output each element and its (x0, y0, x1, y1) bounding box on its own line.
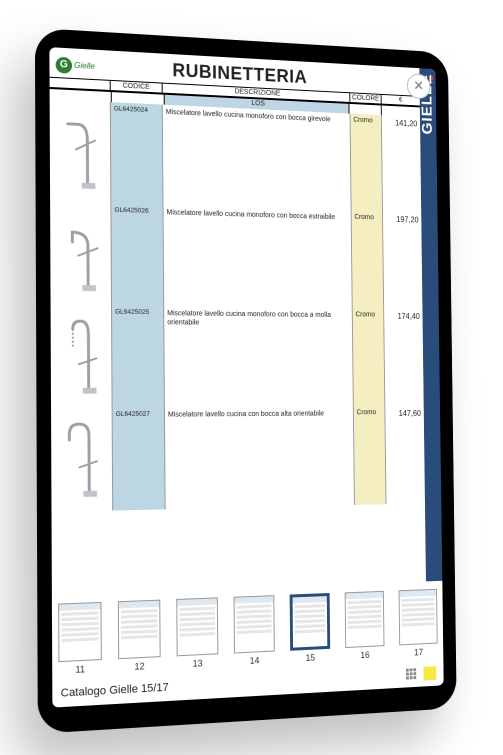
thumbnail-page[interactable] (58, 601, 102, 661)
table-row: GL6425026Miscelatore lavello cucina mono… (50, 201, 422, 309)
thumbnail[interactable]: 12 (117, 599, 160, 672)
product-desc: Miscelatore lavello cucina monoforo con … (164, 306, 354, 407)
product-price: 174,40 (384, 308, 424, 405)
thumbnail-page[interactable] (344, 590, 384, 647)
thumbnail-page[interactable] (117, 599, 160, 659)
product-code: GL6425026 (111, 203, 164, 306)
product-color: Cromo (350, 113, 382, 211)
thumbnail[interactable]: 11 (58, 601, 102, 675)
thumbnail-label: 13 (192, 658, 202, 669)
table-row: GL6425027Miscelatore lavello cucina con … (51, 406, 425, 512)
product-price: 197,20 (382, 211, 422, 309)
thumbnail-label: 17 (414, 647, 423, 657)
tablet-frame: ✕ G Gielle RUBINETTERIA CODICE D (34, 27, 456, 733)
logo-text: Gielle (74, 60, 95, 70)
thumbnail-label: 11 (75, 663, 85, 674)
product-color: Cromo (351, 210, 384, 308)
product-code: GL6425024 (110, 102, 163, 205)
product-desc: Miscelatore lavello cucina monoforo con … (162, 104, 351, 210)
product-desc: Miscelatore lavello cucina con bocca alt… (164, 406, 354, 509)
thumbnail-page[interactable] (176, 597, 218, 656)
thumbnail[interactable]: 15 (289, 592, 330, 663)
thumbnail-label: 12 (134, 661, 144, 672)
thumbnail-page[interactable] (289, 592, 330, 650)
thumbnail-label: 15 (305, 652, 315, 663)
thumbnail[interactable]: 13 (176, 597, 218, 669)
th-code: CODICE (110, 80, 162, 92)
thumbnail[interactable]: 14 (233, 595, 274, 667)
product-color: Cromo (352, 308, 385, 406)
product-image (49, 99, 111, 203)
brand-logo: G Gielle (55, 54, 98, 77)
product-price: 141,20 (381, 115, 420, 213)
thumbnail[interactable]: 16 (344, 590, 384, 660)
table-row: GL6425025Miscelatore lavello cucina mono… (50, 304, 423, 407)
table-row: GL6425024Miscelatore lavello cucina mono… (49, 99, 421, 213)
thumbnail-page[interactable] (398, 588, 437, 645)
th-image (49, 77, 110, 89)
product-image (50, 304, 112, 407)
product-price: 147,60 (385, 406, 425, 504)
product-image (51, 407, 113, 511)
bookmark-icon[interactable] (423, 666, 436, 680)
close-button[interactable]: ✕ (406, 73, 430, 99)
catalog-page: G Gielle RUBINETTERIA CODICE DESCRIZIONE… (49, 47, 442, 595)
product-code: GL6425027 (112, 407, 165, 510)
product-color: Cromo (353, 406, 386, 505)
thumbnail-label: 16 (360, 649, 369, 659)
thumbnail-label: 14 (249, 655, 259, 666)
footer-title: Catalogo Gielle 15/17 (60, 681, 168, 699)
thumbnail[interactable]: 17 (398, 588, 437, 657)
grid-view-icon[interactable] (405, 667, 418, 681)
thumbnail-page[interactable] (233, 595, 274, 653)
product-image (50, 201, 112, 305)
table-body: GL6425024Miscelatore lavello cucina mono… (49, 99, 425, 595)
th-color: COLORE (350, 93, 381, 103)
product-code: GL6425025 (111, 305, 164, 407)
screen: ✕ G Gielle RUBINETTERIA CODICE D (49, 47, 443, 707)
logo-g-icon: G (55, 56, 71, 73)
product-desc: Miscelatore lavello cucina monoforo con … (163, 205, 352, 308)
